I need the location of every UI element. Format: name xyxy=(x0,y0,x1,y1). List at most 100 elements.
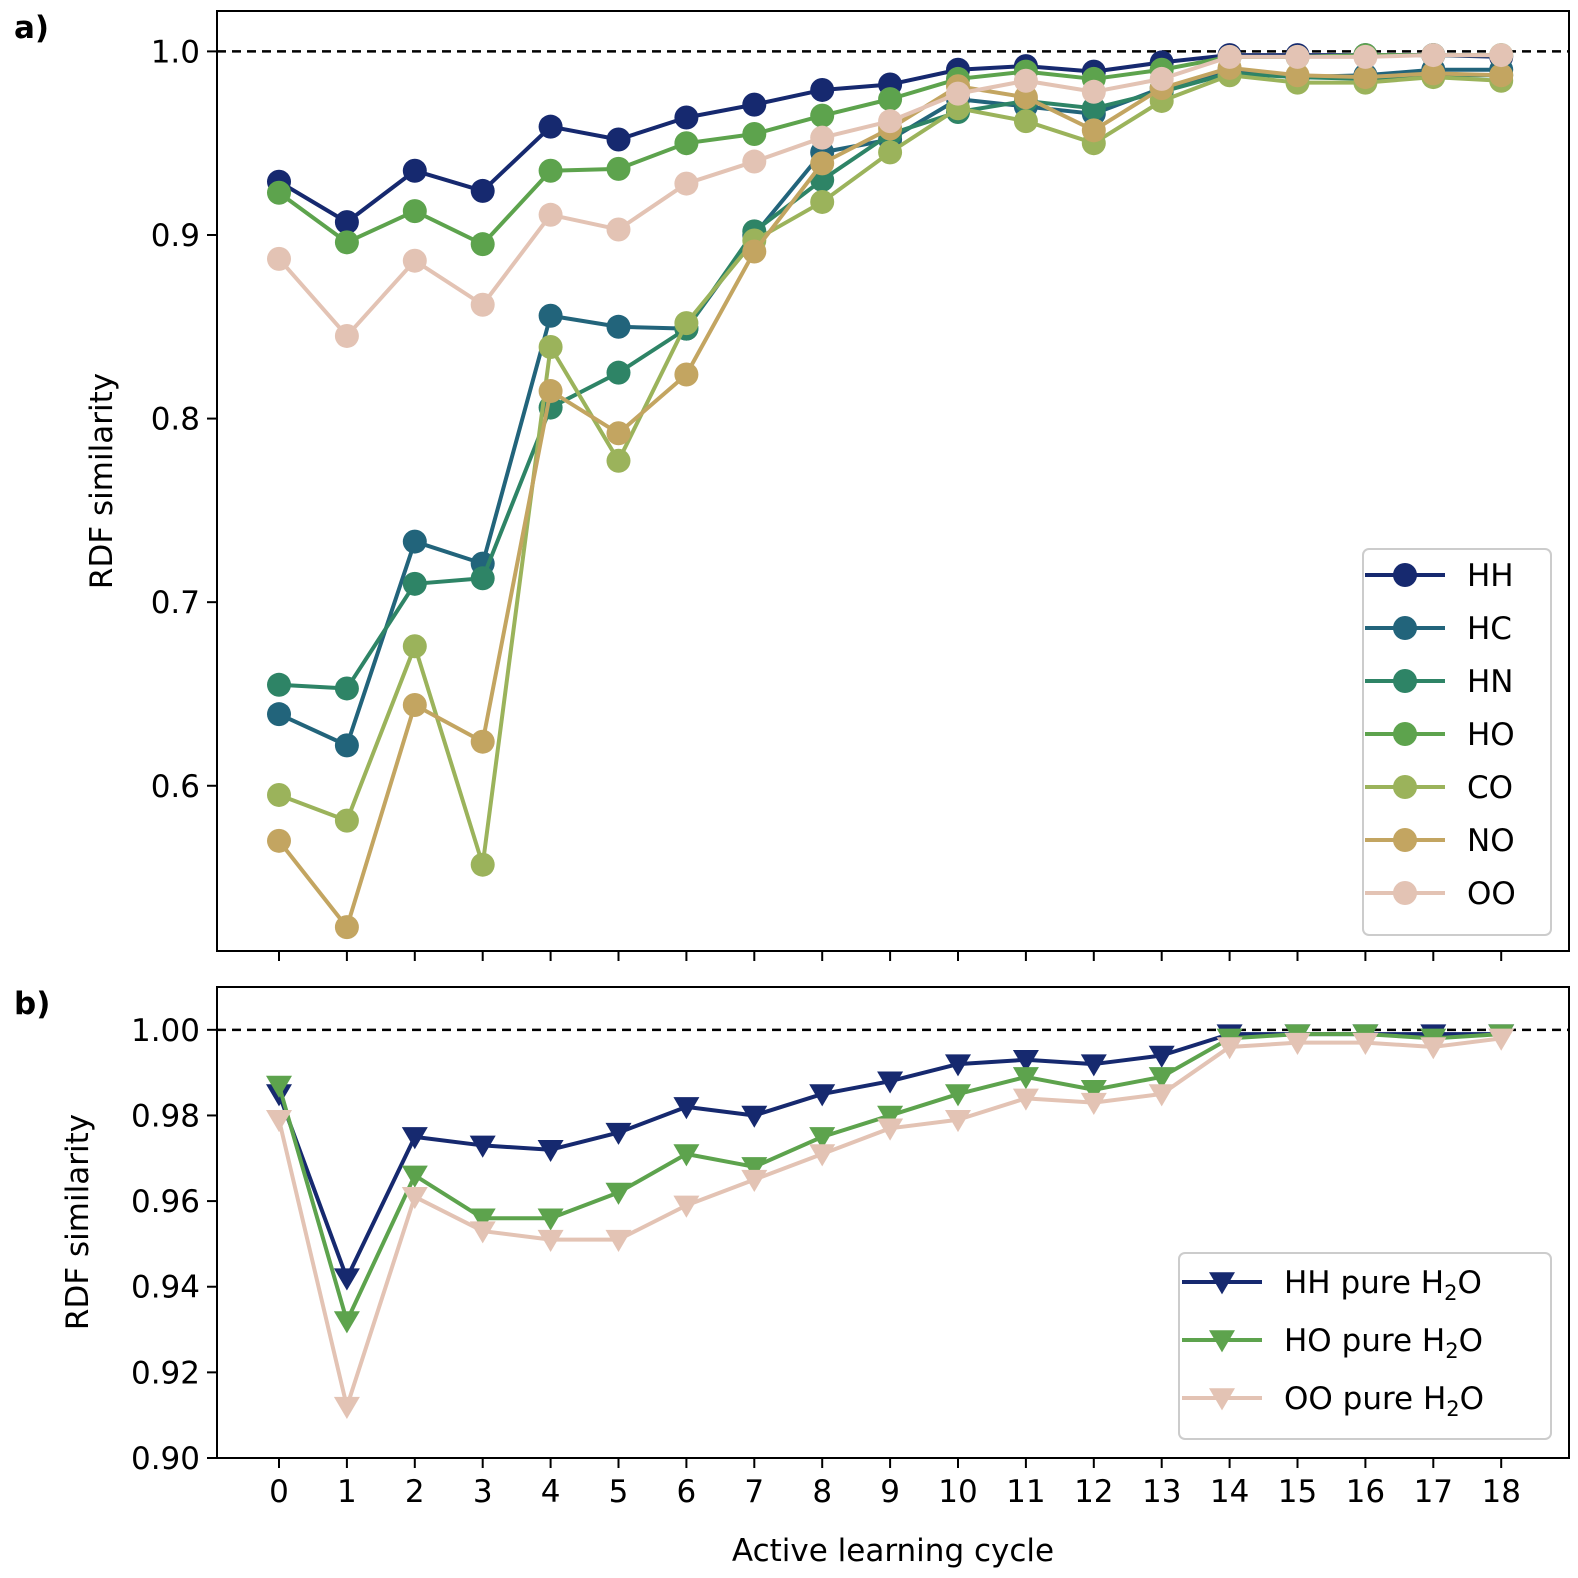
y-tick-label: 0.96 xyxy=(131,1184,200,1220)
y-tick-label: 0.7 xyxy=(151,585,200,621)
data-point xyxy=(402,199,427,224)
legend-label-main: CO xyxy=(1467,770,1513,806)
data-point xyxy=(810,103,835,128)
data-point xyxy=(673,1195,700,1218)
panel-b-series xyxy=(266,1024,1515,1419)
data-point xyxy=(266,1109,292,1133)
x-tick-label: 12 xyxy=(1074,1474,1113,1510)
panel-b-y-axis-label: RDF similarity xyxy=(60,1114,96,1330)
data-point xyxy=(470,178,495,203)
panel-b-legend-frame xyxy=(1178,1252,1552,1440)
panel-b-x-axis-label: Active learning cycle xyxy=(732,1533,1054,1569)
data-point xyxy=(878,140,903,165)
data-point xyxy=(606,156,631,181)
x-tick-label: 1 xyxy=(337,1474,357,1510)
data-point xyxy=(470,292,495,317)
legend-label-main: HN xyxy=(1467,664,1514,700)
data-point xyxy=(267,828,291,853)
x-tick-label: 4 xyxy=(541,1474,561,1510)
data-point xyxy=(809,1144,836,1167)
x-tick-label: 14 xyxy=(1210,1474,1249,1510)
data-point xyxy=(878,87,903,112)
data-point xyxy=(267,672,291,697)
legend-label-main: NO xyxy=(1467,823,1515,859)
data-point xyxy=(810,189,835,214)
x-tick-label: 5 xyxy=(609,1474,629,1510)
data-point xyxy=(470,232,495,257)
data-point xyxy=(606,448,631,473)
data-point xyxy=(470,852,495,877)
data-point xyxy=(1488,1028,1515,1051)
data-point xyxy=(674,105,699,130)
data-point xyxy=(606,314,631,339)
data-point xyxy=(810,125,835,150)
legend-label: NO xyxy=(1467,823,1515,859)
data-point xyxy=(538,379,563,404)
data-point xyxy=(334,676,359,701)
data-point xyxy=(334,323,359,348)
data-point xyxy=(267,702,291,727)
legend-label: CO xyxy=(1467,770,1513,806)
data-point xyxy=(1489,63,1514,88)
data-point xyxy=(605,1182,632,1205)
panel-a-legend: HH HC HN HO CO NO OO xyxy=(1362,548,1552,936)
legend-marker xyxy=(1393,669,1417,693)
y-tick-label: 0.92 xyxy=(131,1355,200,1391)
data-point xyxy=(810,151,835,176)
data-point xyxy=(267,180,291,205)
x-tick-label: 16 xyxy=(1346,1474,1385,1510)
legend-label: HN xyxy=(1467,664,1514,700)
panel-b-label: b) xyxy=(14,986,50,1022)
x-tick-label: 7 xyxy=(744,1474,764,1510)
data-point xyxy=(606,421,631,446)
data-point xyxy=(537,1139,564,1163)
x-tick-label: 8 xyxy=(812,1474,832,1510)
data-point xyxy=(266,1075,292,1098)
legend-label: HC xyxy=(1467,611,1512,647)
data-point xyxy=(401,1127,428,1150)
data-point xyxy=(1013,68,1038,93)
data-point xyxy=(606,217,631,242)
y-tick-label: 0.94 xyxy=(131,1270,200,1306)
series-oo-pure-h xyxy=(266,1028,1515,1419)
panel-b-plot-frame xyxy=(216,986,1570,1459)
legend-label: OO xyxy=(1467,876,1516,912)
legend-label: HH pure H2O xyxy=(1284,1265,1482,1305)
data-point xyxy=(267,782,291,807)
panel-a-y-axis: 0.6 0.7 0.8 0.9 1.0 xyxy=(151,34,217,805)
data-point xyxy=(402,692,427,717)
panel-b-x-axis: 0 1 2 3 4 5 6 7 8 9 10 11 12 13 14 15 16 17 18 xyxy=(269,1458,1521,1510)
data-point xyxy=(1353,44,1378,69)
data-point xyxy=(674,131,699,156)
x-tick-label: 11 xyxy=(1006,1474,1045,1510)
data-point xyxy=(1284,1032,1311,1056)
data-point xyxy=(402,248,427,273)
data-point xyxy=(674,311,699,336)
data-point xyxy=(673,1144,700,1167)
data-point xyxy=(469,1208,496,1231)
data-point xyxy=(538,303,563,328)
x-tick-label: 9 xyxy=(880,1474,900,1510)
data-point xyxy=(537,1229,564,1252)
data-point xyxy=(877,1071,904,1094)
y-tick-label: 0.8 xyxy=(151,402,200,438)
data-point xyxy=(1012,1050,1039,1073)
legend-label-subscript: 2 xyxy=(1446,1397,1459,1421)
data-point xyxy=(401,1165,428,1188)
data-point xyxy=(1081,118,1106,143)
data-point xyxy=(1013,109,1038,134)
data-point xyxy=(605,1229,632,1252)
data-point xyxy=(946,81,970,106)
x-tick-label: 10 xyxy=(938,1474,977,1510)
data-point xyxy=(1148,1045,1175,1068)
data-point xyxy=(469,1221,496,1244)
legend-label: HO xyxy=(1467,717,1515,753)
panel-b-y-axis: 0.90 0.92 0.94 0.96 0.98 1.00 xyxy=(131,1013,217,1477)
data-point xyxy=(538,202,563,227)
data-point xyxy=(1217,44,1242,69)
data-point xyxy=(470,566,495,591)
data-point xyxy=(401,1187,428,1210)
legend-label-main: HH pure H xyxy=(1284,1265,1444,1301)
data-point xyxy=(334,915,359,940)
